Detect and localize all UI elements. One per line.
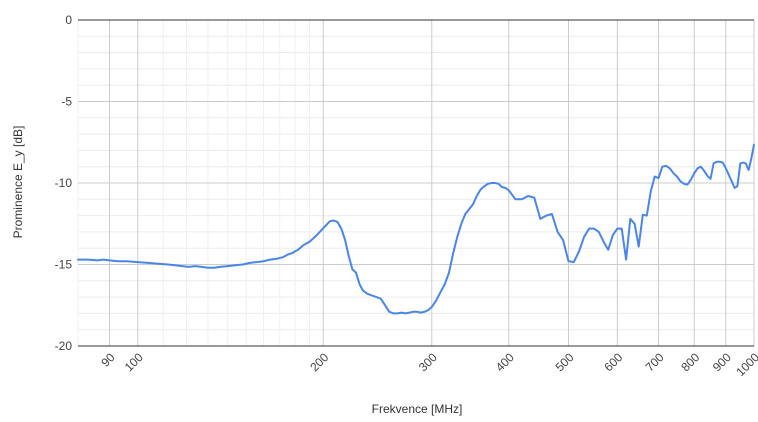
x-tick-label: 500 xyxy=(553,350,577,374)
series-line xyxy=(77,143,755,315)
x-tick-label: 100 xyxy=(122,350,146,374)
y-tick-label: -10 xyxy=(55,176,73,190)
x-axis-ticks: 90 100 200 300 400 500 600 700 800 900 1000 xyxy=(98,350,758,379)
x-axis-title: Frekvence [MHz] xyxy=(372,402,463,416)
x-tick-label: 900 xyxy=(710,350,734,374)
y-tick-label: -15 xyxy=(55,258,73,272)
x-tick-label: 400 xyxy=(493,350,517,374)
x-tick-label: 90 xyxy=(98,350,118,370)
major-gridlines xyxy=(78,19,755,347)
x-tick-label: 800 xyxy=(678,350,702,374)
y-tick-label: 0 xyxy=(65,13,72,27)
x-tick-label: 200 xyxy=(307,350,331,374)
x-tick-label: 300 xyxy=(416,350,440,374)
y-axis-title: Prominence E_y [dB] xyxy=(11,126,25,239)
y-axis-ticks: 0 -5 -10 -15 -20 xyxy=(55,13,73,353)
x-tick-label: 600 xyxy=(601,350,625,374)
x-tick-label: 700 xyxy=(643,350,667,374)
y-tick-label: -5 xyxy=(61,95,72,109)
y-tick-label: -20 xyxy=(55,339,73,353)
series-layer xyxy=(77,143,755,315)
x-tick-label: 1000 xyxy=(733,350,758,379)
